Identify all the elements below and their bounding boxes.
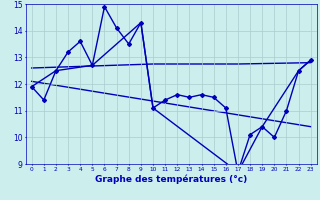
X-axis label: Graphe des températures (°c): Graphe des températures (°c): [95, 175, 247, 184]
